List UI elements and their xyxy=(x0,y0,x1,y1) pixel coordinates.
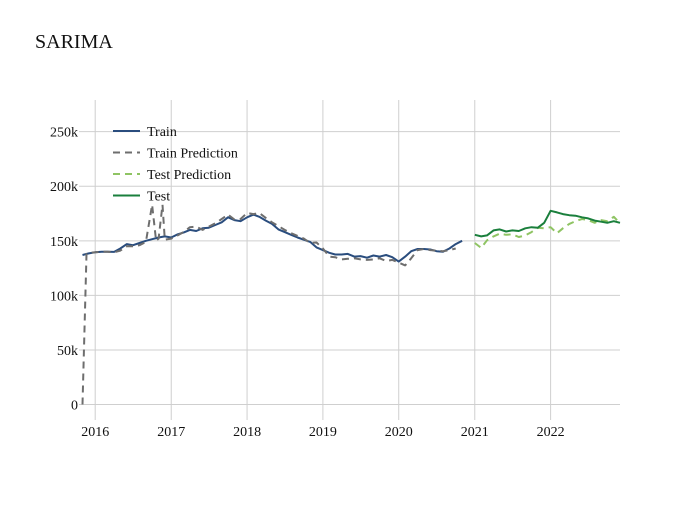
axis-labels: 0 50k 100k 150k 200k 250k 2016 2017 2018 2019 2020… xyxy=(50,126,565,440)
series-line-test xyxy=(474,209,621,238)
y-tick-label: 250k xyxy=(50,126,78,141)
series-lines xyxy=(81,203,621,405)
x-tick-label: 2022 xyxy=(537,425,565,440)
chart-title: SARIMA xyxy=(35,31,113,53)
series-line-train-prediction xyxy=(81,203,456,405)
y-tick-label: 50k xyxy=(57,344,78,359)
legend-label: Train Prediction xyxy=(147,147,238,162)
series-line-test-prediction xyxy=(474,215,621,249)
legend-label: Test Prediction xyxy=(147,168,231,183)
x-tick-label: 2021 xyxy=(461,425,489,440)
y-tick-label: 100k xyxy=(50,289,78,304)
x-tick-label: 2018 xyxy=(233,425,261,440)
y-tick-label: 0 xyxy=(71,399,78,414)
x-tick-label: 2016 xyxy=(81,425,109,440)
series-line-train xyxy=(82,213,463,263)
legend-label: Train xyxy=(147,125,177,140)
legend: Train Train Prediction Test Prediction Test xyxy=(113,125,238,205)
x-tick-label: 2017 xyxy=(157,425,185,440)
y-tick-label: 150k xyxy=(50,235,78,250)
legend-label: Test xyxy=(147,190,170,205)
grid xyxy=(79,100,620,420)
x-tick-label: 2020 xyxy=(385,425,413,440)
x-tick-label: 2019 xyxy=(309,425,337,440)
y-tick-label: 200k xyxy=(50,180,78,195)
